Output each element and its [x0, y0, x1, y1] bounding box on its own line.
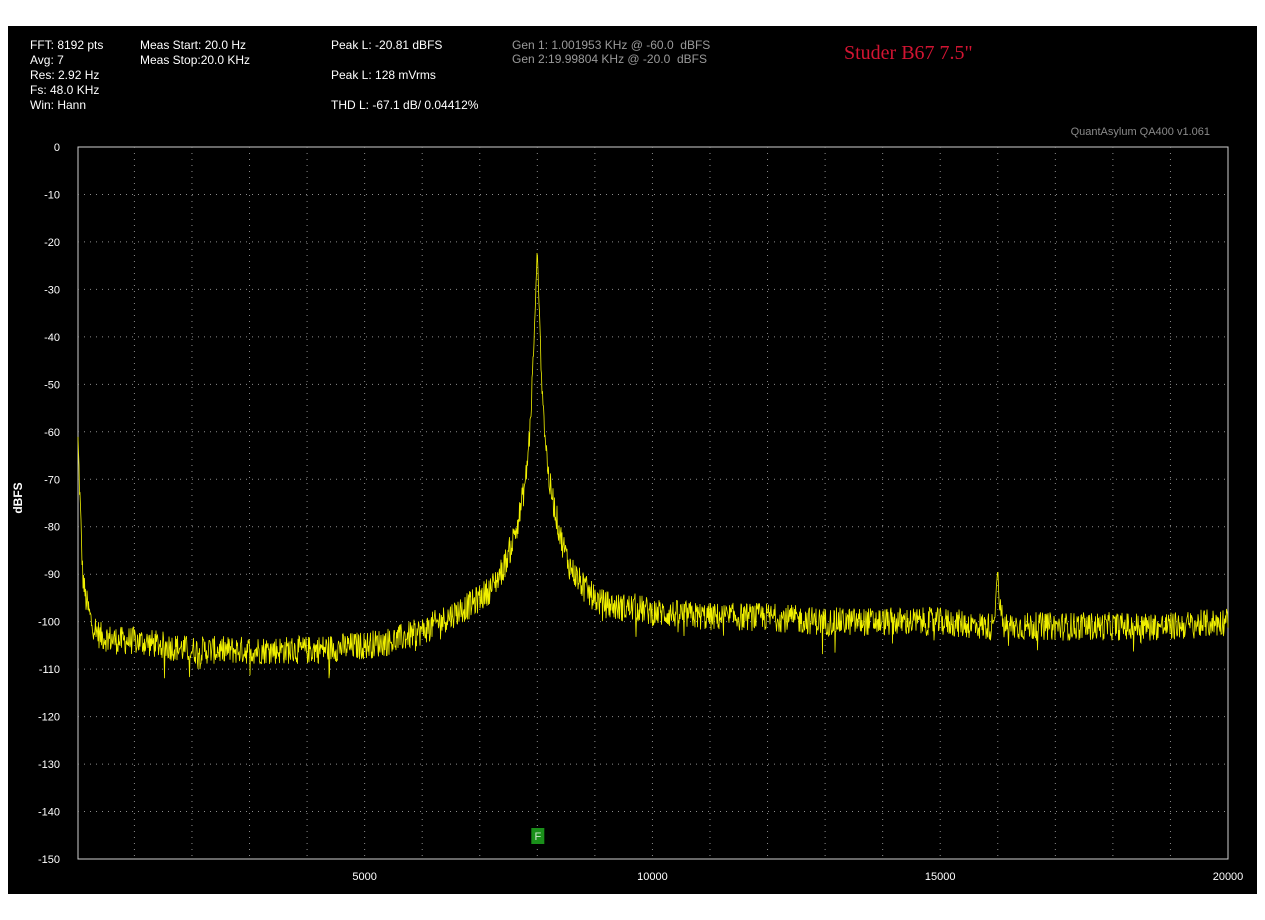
- y-tick-label: -130: [38, 759, 60, 771]
- y-tick-label: -110: [39, 664, 60, 676]
- x-tick-label: 20000: [1213, 871, 1244, 883]
- y-tick-label: -120: [38, 712, 60, 724]
- info-gen1: Gen 1: 1.001953 KHz @ -60.0 dBFS: [512, 38, 711, 52]
- plot-frame: [77, 146, 1229, 860]
- y-tick-label: 0: [54, 142, 60, 154]
- y-tick-label: -50: [44, 379, 60, 391]
- analyzer-panel: [8, 26, 1257, 894]
- info-fs: Fs: 48.0 KHz: [30, 83, 100, 97]
- x-tick-label: 10000: [637, 871, 668, 883]
- y-tick-label: -30: [44, 284, 60, 296]
- info-gen2: Gen 2:19.99804 KHz @ -20.0 dBFS: [512, 52, 707, 66]
- y-tick-label: -150: [38, 854, 60, 866]
- info-peak-dbfs: Peak L: -20.81 dBFS: [331, 38, 443, 52]
- x-tick-label: 15000: [925, 871, 956, 883]
- y-tick-label: -10: [44, 189, 60, 201]
- y-tick-label: -100: [38, 617, 60, 629]
- y-tick-label: -40: [44, 332, 60, 344]
- y-tick-label: -90: [44, 569, 60, 581]
- info-fft: FFT: 8192 pts: [30, 38, 104, 52]
- watermark: QuantAsylum QA400 v1.061: [1070, 126, 1210, 138]
- y-tick-label: -70: [44, 474, 60, 486]
- chart-title: Studer B67 7.5": [844, 42, 973, 64]
- spectrum-trace: [77, 252, 1229, 679]
- info-meas-start: Meas Start: 20.0 Hz: [140, 38, 247, 52]
- y-tick-label: -140: [38, 807, 60, 819]
- info-peak-vrms: Peak L: 128 mVrms: [331, 68, 436, 82]
- info-meas-stop: Meas Stop:20.0 KHz: [140, 53, 251, 67]
- info-window: Win: Hann: [30, 98, 87, 112]
- marker-label: F: [534, 831, 541, 843]
- y-tick-label: -20: [44, 237, 60, 249]
- info-res: Res: 2.92 Hz: [30, 68, 100, 82]
- y-tick-label: -60: [44, 427, 60, 439]
- info-thd: THD L: -67.1 dB/ 0.04412%: [331, 98, 479, 112]
- info-avg: Avg: 7: [30, 53, 64, 67]
- y-tick-label: -80: [44, 522, 60, 534]
- x-tick-label: 5000: [352, 871, 376, 883]
- marker-box: [531, 828, 545, 844]
